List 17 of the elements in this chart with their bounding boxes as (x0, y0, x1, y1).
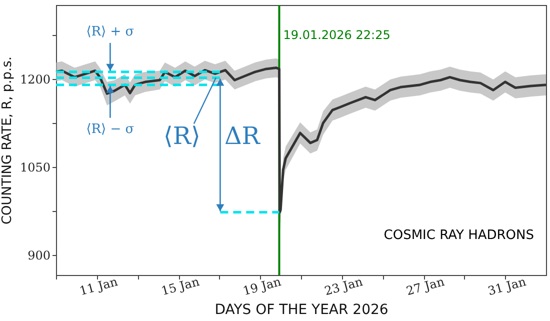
x-tick-label: 11 Jan (78, 274, 120, 298)
annotation: ΔR (224, 122, 261, 150)
y-axis-title: COUNTING RATE, R, p.p.s. (0, 56, 15, 225)
ref-line-label: 19.01.2026 22:25 (283, 28, 390, 42)
y-tick-label: 1050 (20, 160, 50, 174)
annotation: ⟨R⟩ − σ (86, 122, 134, 138)
y-tick-label: 1200 (20, 72, 50, 86)
x-tick-label: 23 Jan (323, 274, 364, 298)
annotation: ⟨R⟩ + σ (86, 24, 134, 40)
y-tick-label: 900 (28, 248, 50, 263)
x-tick-label: 31 Jan (486, 274, 528, 298)
x-tick-label: 27 Jan (404, 274, 446, 298)
x-axis-title: DAYS OF THE YEAR 2026 (214, 302, 388, 318)
x-tick-label: 15 Jan (160, 274, 202, 298)
annotation: COSMIC RAY HADRONS (384, 228, 534, 243)
x-tick-label: 19 Jan (241, 274, 283, 298)
annotation: ⟨R⟩ (164, 122, 200, 150)
